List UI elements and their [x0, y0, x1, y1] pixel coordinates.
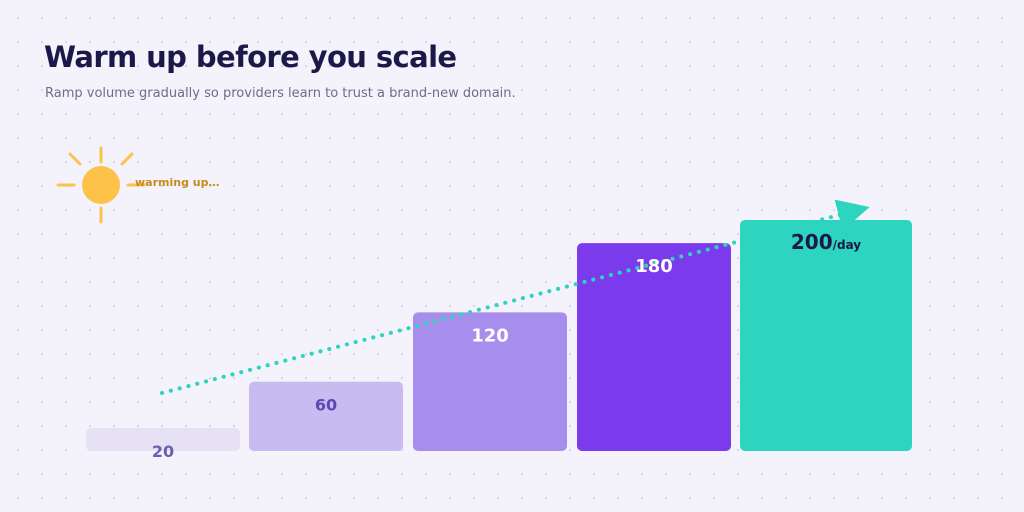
bar-value-label-2: 60: [315, 396, 337, 415]
bar-value-label-1: 20: [152, 442, 174, 461]
bar-2: [249, 381, 403, 451]
bar-value-label-3: 120: [471, 325, 509, 346]
sun-label: warming up…: [135, 176, 220, 189]
page-title: Warm up before you scale: [44, 40, 457, 74]
bar-3: [413, 312, 567, 451]
trend-arrow: [160, 199, 870, 395]
bar-1: [86, 427, 240, 451]
sun-icon: [56, 146, 146, 224]
bar-5: [740, 220, 912, 451]
bar-4: [577, 243, 731, 451]
page-subtitle: Ramp volume gradually so providers learn…: [45, 86, 516, 101]
bar-unit-label: /day: [833, 238, 862, 252]
bar-value-label-4: 180: [635, 256, 673, 277]
